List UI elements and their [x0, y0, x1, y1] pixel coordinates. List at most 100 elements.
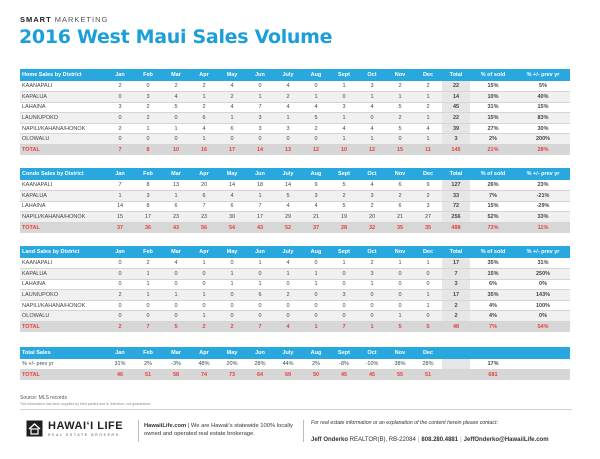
agent-phone[interactable]: 808.280.4881 — [421, 437, 459, 443]
cell-value: 2% — [134, 359, 162, 371]
month-header: May — [218, 168, 246, 180]
cell-value: 3 — [302, 190, 330, 202]
cell-value: 2 — [358, 201, 386, 213]
cell-value: 2 — [274, 91, 302, 103]
cell-value: 1 — [330, 112, 358, 124]
pct-change-header: % +/- prev yr — [516, 69, 570, 81]
kicker-bold: SMART — [20, 15, 52, 24]
row-total: 127 — [442, 180, 470, 192]
pct-change: 40% — [516, 91, 570, 103]
cell-value: 35 — [414, 222, 442, 233]
cell-value: 43 — [162, 222, 190, 233]
pct-sold: 6% — [470, 279, 516, 291]
cell-value: 2 — [106, 123, 134, 135]
cell-value: 0 — [274, 133, 302, 146]
row-label: LAHAINA — [20, 102, 106, 114]
cell-value: 27 — [414, 211, 442, 223]
cell-value: 20 — [358, 211, 386, 223]
pct-change: 5% — [516, 81, 570, 93]
pct-sold: 4% — [470, 300, 516, 312]
month-header: Oct — [358, 168, 386, 180]
cell-value: 0 — [218, 133, 246, 146]
cell-value: 19 — [330, 211, 358, 223]
disclaimer-note: This information has been supplied by th… — [20, 402, 151, 406]
cell-value: 2 — [414, 190, 442, 202]
cell-value: 54 — [218, 222, 246, 233]
cell-value: 0 — [386, 289, 414, 301]
cell-value: 4 — [302, 201, 330, 213]
cell-value: 31% — [106, 359, 134, 371]
site-link[interactable]: HawaiiLife.com — [144, 423, 187, 429]
cell-value: 0 — [302, 289, 330, 301]
cell-value: 14 — [106, 201, 134, 213]
pct-sold-header: % of sold — [470, 69, 516, 81]
cell-value: 21 — [386, 211, 414, 223]
agent-email[interactable]: JeffOnderko@HawaiiLife.com — [463, 437, 549, 443]
row-total: 488 — [442, 222, 470, 233]
cell-value: 1 — [330, 133, 358, 146]
row-label: KAANAPALI — [20, 81, 106, 93]
cell-value: 0 — [414, 279, 442, 291]
row-total: 2 — [442, 300, 470, 312]
cell-value: 0 — [106, 268, 134, 280]
cell-value: 1 — [386, 258, 414, 270]
cell-value: 32 — [358, 222, 386, 233]
cell-value: 1 — [274, 268, 302, 280]
pct-sold: 15% — [470, 201, 516, 213]
month-header: May — [218, 246, 246, 258]
pct-change: 0% — [516, 279, 570, 291]
pct-change: 250% — [516, 268, 570, 280]
pct-change: -29% — [516, 201, 570, 213]
cell-value: 1 — [302, 268, 330, 280]
cell-value: 7 — [246, 201, 274, 213]
cell-value: 1 — [414, 91, 442, 103]
cell-value: 51 — [414, 369, 442, 381]
footer-divider — [20, 409, 572, 410]
cell-value: 0 — [330, 91, 358, 103]
cell-value: 6 — [218, 123, 246, 135]
pct-sold: 10% — [470, 91, 516, 103]
cell-value: 1 — [190, 310, 218, 323]
cell-value: 0 — [162, 279, 190, 291]
cell-value: 8 — [134, 180, 162, 192]
row-total: 45 — [442, 102, 470, 114]
total-header: Total — [442, 69, 470, 81]
cell-value: 2% — [302, 359, 330, 371]
cell-value: 0 — [134, 81, 162, 93]
row-label: TOTAL — [20, 369, 106, 381]
month-header: Oct — [358, 347, 386, 359]
row-label: OLOWALU — [20, 310, 106, 323]
month-header: Dec — [414, 246, 442, 258]
cell-value: 7 — [246, 102, 274, 114]
row-label: KAANAPALI — [20, 258, 106, 270]
month-header: Oct — [358, 69, 386, 81]
blank-header — [516, 347, 570, 359]
cell-value: 2 — [106, 81, 134, 93]
table-row: NAPILI/KAHANA/HONOK 2 1 1 4 6 3 3 2 4 4 5 4 39 27% 30% — [20, 123, 570, 135]
cell-value: 1 — [274, 112, 302, 124]
cell-value: 45 — [330, 369, 358, 381]
row-total: 17 — [442, 258, 470, 270]
row-label: NAPILI/KAHANA/HONOK — [20, 300, 106, 312]
cell-value: 0 — [358, 289, 386, 301]
cell-value: 2 — [162, 81, 190, 93]
cell-value: 10 — [330, 144, 358, 156]
pct-change: 28% — [516, 144, 570, 156]
cell-value: 6 — [190, 190, 218, 202]
cell-value: 5 — [302, 112, 330, 124]
month-header: Apr — [190, 168, 218, 180]
cell-value: 1 — [190, 289, 218, 301]
pct-sold: 15% — [470, 81, 516, 93]
row-label: OLOWALU — [20, 133, 106, 146]
cell-value: 2 — [386, 112, 414, 124]
cell-value: 0 — [386, 279, 414, 291]
cell-value: 29 — [274, 211, 302, 223]
cell-value: 2 — [358, 258, 386, 270]
cell-value: 6 — [218, 201, 246, 213]
pct-sold: 72% — [470, 222, 516, 233]
cell-value: 1 — [218, 268, 246, 280]
cell-value: 1 — [414, 133, 442, 146]
cell-value: 1 — [218, 279, 246, 291]
cell-value: 1 — [358, 321, 386, 333]
table-row: KAANAPALI 2 0 2 2 4 0 4 0 1 3 2 2 22 15% 5% — [20, 81, 570, 93]
